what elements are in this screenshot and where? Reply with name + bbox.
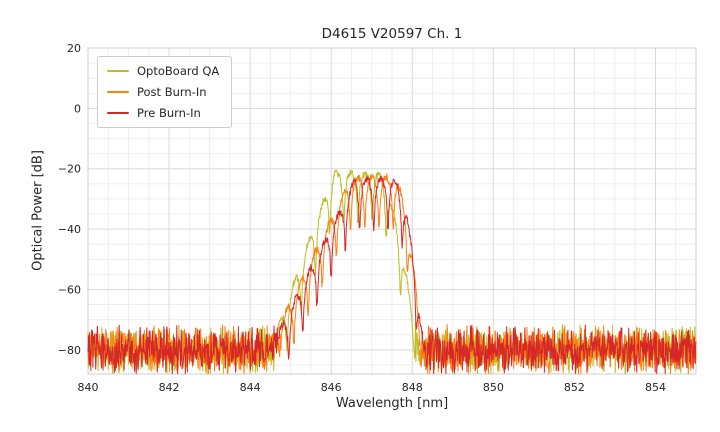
x-axis-label: Wavelength [nm]	[335, 396, 449, 411]
legend-line-optoboard-qa-icon	[107, 69, 129, 73]
axes-border	[87, 47, 697, 375]
x-tick-label: 850	[483, 381, 504, 394]
x-tick-label: 846	[321, 381, 342, 394]
legend-line-post-burn-in-icon	[107, 90, 129, 94]
x-tick-label: 842	[159, 381, 180, 394]
y-axis-label: Optical Power [dB]	[30, 150, 46, 271]
y-tick-label: 20	[67, 42, 81, 55]
y-tick-label: −20	[58, 163, 81, 176]
x-tick-label: 844	[240, 381, 261, 394]
legend-line-pre-burn-in-icon	[107, 111, 129, 115]
x-tick-label: 854	[645, 381, 666, 394]
legend-label-optoboard-qa: OptoBoard QA	[137, 64, 220, 78]
chart-title: D4615 V20597 Ch. 1	[321, 26, 463, 42]
legend-label-post-burn-in: Post Burn-In	[137, 85, 207, 99]
x-tick-label: 840	[78, 381, 99, 394]
x-tick-label: 852	[564, 381, 585, 394]
legend-item-pre-burn-in: Pre Burn-In	[107, 106, 219, 120]
x-tick-label: 848	[402, 381, 423, 394]
legend-label-pre-burn-in: Pre Burn-In	[137, 106, 201, 120]
y-tick-label: −80	[58, 344, 81, 357]
legend-item-post-burn-in: Post Burn-In	[107, 85, 219, 99]
series-line-post-burn-in	[87, 172, 697, 375]
y-tick-label: 0	[74, 102, 81, 115]
legend: OptoBoard QA Post Burn-In Pre Burn-In	[97, 56, 233, 128]
legend-item-optoboard-qa: OptoBoard QA	[107, 64, 219, 78]
y-tick-label: −60	[58, 283, 81, 296]
y-tick-label: −40	[58, 223, 81, 236]
series-line-pre-burn-in	[87, 175, 697, 375]
